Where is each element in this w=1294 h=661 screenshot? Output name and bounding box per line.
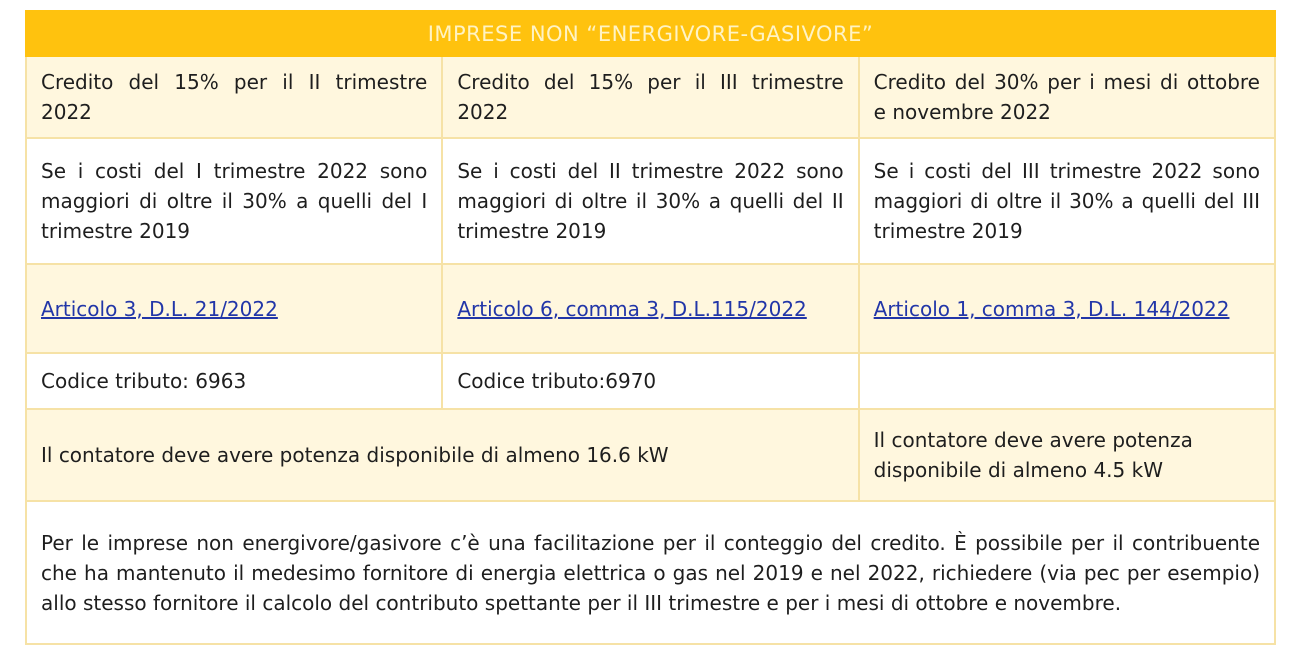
law-link[interactable]: Articolo 6, comma 3, D.L.115/2022 <box>457 296 807 321</box>
credit-table: IMPRESE NON “ENERGIVORE-GASIVORE” Credit… <box>24 10 1277 645</box>
tax-code-cell: Codice tributo:6970 <box>441 352 860 410</box>
credit-row: Credito del 15% per il II trimestre 2022… <box>24 55 1277 139</box>
condition-cell: Se i costi del III trimestre 2022 sono m… <box>857 137 1277 265</box>
law-link[interactable]: Articolo 3, D.L. 21/2022 <box>41 296 278 321</box>
tax-code-cell: Codice tributo: 6963 <box>24 352 444 410</box>
credit-cell: Credito del 15% per il III trimestre 202… <box>441 55 860 139</box>
note-cell: Per le imprese non energivore/gasivore c… <box>25 500 1276 645</box>
law-link[interactable]: Articolo 1, comma 3, D.L. 144/2022 <box>873 296 1230 321</box>
credit-cell: Credito del 30% per i mesi di ottobre e … <box>857 55 1277 139</box>
tax-code-cell <box>857 352 1277 410</box>
condition-row: Se i costi del I trimestre 2022 sono mag… <box>24 137 1277 265</box>
tax-code-row: Codice tributo: 6963 Codice tributo:6970 <box>24 352 1277 410</box>
credit-cell: Credito del 15% per il II trimestre 2022 <box>24 55 444 139</box>
table-title: IMPRESE NON “ENERGIVORE-GASIVORE” <box>25 10 1276 57</box>
note-row: Per le imprese non energivore/gasivore c… <box>25 500 1276 645</box>
power-requirement-cell: Il contatore deve avere potenza disponib… <box>25 408 860 502</box>
table-header-row: IMPRESE NON “ENERGIVORE-GASIVORE” <box>25 10 1276 57</box>
condition-cell: Se i costi del I trimestre 2022 sono mag… <box>24 137 444 265</box>
power-row: Il contatore deve avere potenza disponib… <box>25 408 1277 502</box>
condition-cell: Se i costi del II trimestre 2022 sono ma… <box>441 137 860 265</box>
law-row: Articolo 3, D.L. 21/2022 Articolo 6, com… <box>24 263 1277 354</box>
power-requirement-cell: Il contatore deve avere potenza disponib… <box>857 408 1277 502</box>
